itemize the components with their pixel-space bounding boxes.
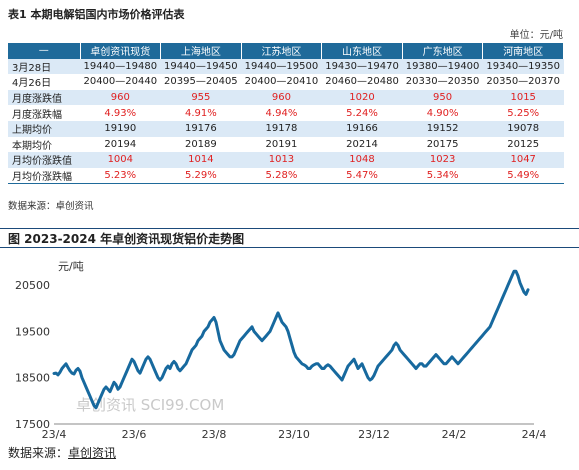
table-cell: 1014 <box>160 152 242 168</box>
table-cell: 955 <box>160 89 242 106</box>
table-cell: 20194 <box>80 136 161 153</box>
table-header-row: — 卓创资讯现货 上海地区 江苏地区 山东地区 广东地区 河南地区 <box>8 43 564 59</box>
figure-source: 数据来源：卓创资讯 <box>8 444 116 461</box>
header-cell: 江苏地区 <box>241 43 323 59</box>
table-cell: 5.25% <box>482 105 564 121</box>
table-cell: 20191 <box>241 136 322 153</box>
figure-title: 图 2023-2024 年卓创资讯现货铝价走势图 <box>0 228 579 248</box>
table-cell: 19178 <box>241 120 322 137</box>
table-cell: 20125 <box>482 136 564 153</box>
x-tick-label: 23/12 <box>358 428 390 441</box>
table-cell: 19340—19350 <box>482 58 564 75</box>
table-cell: 20400—20410 <box>241 74 322 90</box>
table-cell: 19440—19480 <box>80 58 161 75</box>
header-corner-cell: — <box>8 43 81 59</box>
table-source: 数据来源：卓创资讯 <box>8 201 94 212</box>
table-cell: 20400—20440 <box>80 74 161 90</box>
table-cell: 5.29% <box>160 167 242 185</box>
table-cell: 20460—20480 <box>321 74 403 90</box>
header-cell: 河南地区 <box>482 43 564 59</box>
table-cell: 1013 <box>241 152 322 168</box>
y-axis-unit-label: 元/吨 <box>58 260 84 273</box>
row-label: 月度涨跌值 <box>8 89 80 106</box>
table-cell: 1004 <box>80 152 161 168</box>
table-cell: 20175 <box>402 136 483 153</box>
row-label: 月均价涨跌值 <box>8 152 80 168</box>
price-series-line <box>52 269 530 410</box>
header-cell: 上海地区 <box>160 43 242 59</box>
figure-source-prefix: 数据来源： <box>8 446 69 460</box>
table-cell: 20214 <box>321 136 403 153</box>
header-cell: 山东地区 <box>321 43 403 59</box>
table-cell: 5.34% <box>402 167 483 185</box>
table-cell: 19440—19500 <box>241 58 322 75</box>
x-tick-label: 23/8 <box>202 428 227 441</box>
table-row: 3月28日 19440—19480 19440—19450 19440—19500 19… <box>8 58 564 75</box>
table-cell: 20189 <box>160 136 242 153</box>
table-cell: 19440—19450 <box>160 58 242 75</box>
table-row: 月均价涨跌值 1004 1014 1013 1048 1023 1047 <box>8 152 564 168</box>
price-table: — 卓创资讯现货 上海地区 江苏地区 山东地区 广东地区 河南地区 3月28日 19440—19… <box>8 43 564 185</box>
table-cell: 19430—19470 <box>321 58 403 75</box>
header-cell: 广东地区 <box>402 43 484 59</box>
table-row: 上期均价 19190 19176 19178 19166 19152 19078 <box>8 120 564 137</box>
table-cell: 19152 <box>402 120 483 137</box>
table-cell: 19078 <box>482 120 564 137</box>
table-cell: 1047 <box>482 152 564 168</box>
row-label: 4月26日 <box>8 74 80 90</box>
table-cell: 19166 <box>321 120 403 137</box>
table-cell: 5.47% <box>321 167 403 185</box>
table-row: 本期均价 20194 20189 20191 20214 20175 20125 <box>8 136 564 153</box>
row-label: 3月28日 <box>8 58 80 75</box>
table-row: 月均价涨跌幅 5.23% 5.29% 5.28% 5.47% 5.34% 5.49% <box>8 167 564 185</box>
x-tick-label: 24/2 <box>442 428 467 441</box>
x-tick-label: 23/4 <box>42 428 67 441</box>
table-cell: 20350—20370 <box>482 74 564 90</box>
y-tick-label: 19500 <box>15 325 50 338</box>
table-cell: 1048 <box>321 152 403 168</box>
table-cell: 19190 <box>80 120 161 137</box>
table-cell: 5.28% <box>241 167 322 185</box>
table-cell: 5.24% <box>321 105 403 121</box>
table-cell: 960 <box>241 89 322 106</box>
table-row: 月度涨跌值 960 955 960 1020 950 1015 <box>8 89 564 106</box>
table-row: 月度涨跌幅 4.93% 4.91% 4.94% 5.24% 4.90% 5.25% <box>8 105 564 121</box>
watermark-text: 卓创资讯 SCI99.COM <box>76 396 224 414</box>
table-cell: 4.94% <box>241 105 322 121</box>
price-table-body: — 卓创资讯现货 上海地区 江苏地区 山东地区 广东地区 河南地区 3月28日 19440—19… <box>8 43 564 185</box>
y-tick-label: 17500 <box>15 418 50 431</box>
x-tick-label: 24/4 <box>522 428 547 441</box>
figure-source-name: 卓创资讯 <box>68 446 117 460</box>
table-cell: 20330—20350 <box>402 74 483 90</box>
x-tick-label: 23/10 <box>278 428 310 441</box>
row-label: 本期均价 <box>8 136 80 153</box>
table-cell: 4.91% <box>160 105 242 121</box>
table-cell: 1023 <box>402 152 483 168</box>
row-label: 月度涨跌幅 <box>8 105 80 121</box>
table-caption: 表1 本期电解铝国内市场价格评估表 <box>8 8 185 21</box>
table-cell: 5.49% <box>482 167 564 185</box>
table-unit: 单位：元/吨 <box>509 30 563 41</box>
row-label: 月均价涨跌幅 <box>8 167 80 185</box>
y-tick-label: 20500 <box>15 279 50 292</box>
table-cell: 20395—20405 <box>160 74 242 90</box>
table-cell: 5.23% <box>80 167 161 185</box>
table-row: 4月26日 20400—20440 20395—20405 20400—20410 20… <box>8 74 564 90</box>
x-tick-label: 23/6 <box>122 428 147 441</box>
header-cell: 卓创资讯现货 <box>80 43 162 59</box>
table-cell: 4.90% <box>402 105 483 121</box>
aluminum-price-line-chart: 卓创资讯 SCI99.COM 元/吨 17500 18500 19500 20500 23/… <box>15 260 547 441</box>
table-cell: 1015 <box>482 89 564 106</box>
table-cell: 4.93% <box>80 105 161 121</box>
table-cell: 960 <box>80 89 161 106</box>
table-cell: 950 <box>402 89 483 106</box>
y-tick-label: 18500 <box>15 372 50 385</box>
table-cell: 19176 <box>160 120 242 137</box>
row-label: 上期均价 <box>8 120 80 137</box>
table-cell: 19380—19400 <box>402 58 483 75</box>
table-cell: 1020 <box>321 89 403 106</box>
